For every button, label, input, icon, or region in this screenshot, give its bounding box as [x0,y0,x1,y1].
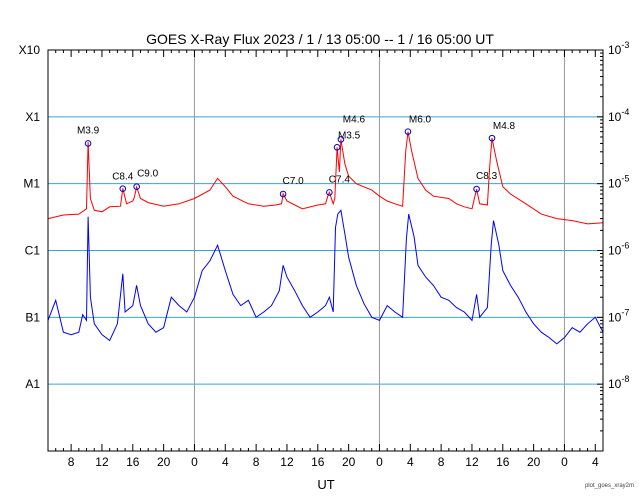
flare-markers: M3.9 C8.4 C9.0 C7.0 C7.4 M3.5 M4.6 M6.0 C8.3 M4.8 [77,114,516,198]
right-y-axis-ticks: 10-3 10-4 10-5 10-6 10-7 10-8 [597,40,629,432]
x-tick-label: 12 [280,455,294,469]
flare-label: C7.0 [283,176,305,187]
x-tick-label: 12 [465,455,479,469]
left-y-tick-label: C1 [25,244,41,258]
flare-marker [404,128,412,135]
x-tick-label: 4 [222,455,229,469]
x-tick-label: 8 [438,455,445,469]
series-line [47,131,604,225]
left-y-tick-label: B1 [25,310,40,324]
x-tick-label: 12 [95,455,109,469]
right-y-tick-label: 10-7 [608,307,629,324]
flare-label: C7.4 [329,174,351,185]
x-tick-label: 20 [527,455,541,469]
x-axis-label: UT [317,477,334,492]
x-tick-label: 4 [592,455,599,469]
right-y-tick-label: 10-8 [608,374,629,391]
flare-label: C8.3 [476,171,498,182]
flare-label: M3.5 [338,130,361,141]
chart-title: GOES X-Ray Flux 2023 / 1 / 13 05:00 -- 1… [146,31,494,47]
x-tick-label: 8 [253,455,260,469]
x-tick-label: 20 [157,455,171,469]
x-tick-label: 20 [342,455,356,469]
left-y-tick-label: M1 [23,177,40,191]
flare-label: C9.0 [137,169,159,180]
flare-marker [337,136,345,143]
flare-marker [488,134,496,142]
x-tick-label: 4 [407,455,414,469]
flare-label: M4.6 [343,114,366,125]
flare-marker [473,185,480,193]
flare-label: C8.4 [112,172,134,183]
x-tick-label: 16 [311,455,325,469]
x-axis-ticks: 8 12 16 20 0 4 8 12 16 20 0 4 8 12 16 20 0 4 [47,50,604,469]
x-tick-label: 0 [376,455,383,469]
flare-label: M6.0 [409,115,432,126]
flare-label: M4.8 [493,121,516,132]
series-lines [47,131,604,345]
flare-marker [84,140,92,147]
flare-marker [326,189,333,196]
right-y-tick-label: 10-3 [608,40,629,57]
left-y-tick-label: X10 [19,43,41,57]
day-boundary-lines [193,50,565,451]
right-y-tick-label: 10-6 [608,241,629,258]
right-y-tick-label: 10-5 [608,174,629,191]
x-tick-label: 16 [126,455,140,469]
flare-marker [119,185,127,193]
x-tick-label: 0 [561,455,568,469]
x-tick-label: 8 [68,455,75,469]
x-tick-label: 0 [191,455,198,469]
series-line [47,209,604,345]
left-y-tick-label: X1 [25,110,40,124]
footer-note: plot_goes_xray2m [585,483,634,489]
left-y-tick-label: A1 [25,377,40,391]
x-tick-label: 16 [496,455,510,469]
right-y-tick-label: 10-4 [608,107,629,124]
flare-marker [333,144,341,151]
left-y-axis-ticks: X10 X1 M1 C1 B1 A1 [19,43,41,391]
grid-lines [48,116,603,385]
flare-marker [279,190,287,198]
flare-label: M3.9 [77,125,100,136]
flare-marker [133,183,140,191]
